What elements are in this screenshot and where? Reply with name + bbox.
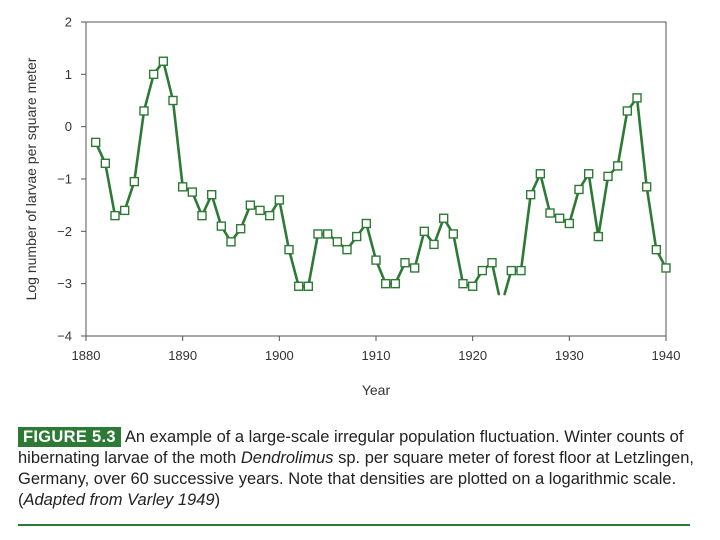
x-axis-title: Year: [362, 382, 391, 398]
data-point: [583, 169, 594, 179]
data-point: [284, 244, 294, 255]
data-point: [419, 226, 430, 237]
data-point: [632, 93, 642, 103]
data-point: [351, 231, 362, 242]
data-point: [525, 189, 536, 200]
data-point: [168, 95, 178, 106]
data-point: [564, 218, 575, 229]
data-point: [487, 258, 497, 268]
data-point: [129, 176, 140, 187]
data-point: [467, 281, 478, 291]
series-line: [94, 59, 501, 296]
data-point: [264, 210, 275, 221]
y-tick-label: −4: [57, 329, 72, 344]
data-point: [574, 184, 584, 195]
data-point: [429, 239, 439, 250]
data-point: [380, 278, 391, 289]
data-point: [545, 208, 555, 218]
data-point: [342, 244, 352, 255]
chart-markers: [90, 56, 671, 291]
y-tick-label: −1: [57, 172, 72, 187]
x-tick-label: 1880: [72, 348, 101, 363]
data-point: [245, 200, 256, 210]
chart-axes: [81, 21, 667, 341]
data-point: [148, 69, 159, 80]
data-point: [293, 281, 304, 291]
plot-frame: [85, 21, 667, 337]
data-point: [226, 237, 236, 247]
x-tick-label: 1890: [168, 348, 197, 363]
figure-label: FIGURE 5.3: [18, 427, 121, 447]
caption-text-1: An example of a large-scale irregular po…: [18, 428, 684, 467]
chart: 1880 1890 1900 1910 1920 1930 1940 2 1 0 −1 −2 −3 −4 Y…: [23, 15, 680, 399]
chart-labels: 1880 1890 1900 1910 1920 1930 1940 2 1 0 −1 −2 −3 −4 Y…: [23, 15, 680, 399]
x-tick-label: 1900: [265, 348, 294, 363]
y-tick-label: 1: [65, 67, 72, 82]
data-point: [458, 278, 468, 289]
data-point: [641, 182, 652, 192]
caption-text-2: sp. per square meter of forest floor at …: [18, 449, 694, 509]
data-point: [612, 161, 623, 171]
x-tick-label: 1930: [555, 348, 584, 363]
data-point: [448, 229, 459, 239]
data-point: [139, 106, 149, 116]
data-point: [603, 171, 613, 182]
data-point: [322, 229, 333, 239]
data-point: [390, 278, 401, 289]
x-tick-label: 1910: [362, 348, 391, 363]
data-point: [554, 213, 565, 223]
data-point: [313, 229, 323, 239]
data-point: [235, 224, 246, 234]
data-point: [400, 258, 410, 268]
data-point: [332, 237, 343, 247]
y-tick-label: 2: [65, 15, 72, 30]
data-point: [216, 221, 227, 231]
data-point: [409, 263, 420, 273]
caption-genus: Dendrolimus: [240, 449, 334, 467]
y-tick-label: 0: [65, 119, 72, 134]
data-point: [158, 56, 169, 66]
data-point: [274, 195, 285, 205]
data-point: [535, 169, 546, 179]
data-point: [255, 205, 265, 216]
data-point: [506, 265, 517, 276]
caption-source: Adapted from Varley 1949: [23, 491, 215, 509]
y-tick-label: −3: [57, 276, 72, 291]
data-point: [90, 137, 101, 148]
chart-series: [94, 59, 668, 296]
data-point: [303, 281, 314, 291]
data-point: [593, 231, 604, 242]
data-point: [206, 189, 217, 200]
caption-text-3: ): [214, 491, 221, 509]
data-point: [651, 244, 662, 255]
y-axis-title: Log number of larvae per square meter: [23, 57, 39, 300]
data-point: [516, 265, 526, 276]
data-point: [177, 182, 188, 192]
x-tick-label: 1920: [458, 348, 487, 363]
data-point: [438, 213, 449, 223]
figure-caption: FIGURE 5.3 An example of a large-scale ir…: [18, 427, 698, 511]
data-point: [622, 106, 633, 116]
data-point: [187, 187, 198, 197]
caption-divider: [18, 524, 690, 526]
data-point: [661, 263, 671, 273]
data-point: [119, 205, 130, 216]
data-point: [100, 158, 111, 169]
y-tick-label: −2: [57, 224, 72, 239]
data-point: [477, 265, 488, 276]
series-line: [503, 96, 668, 296]
data-point: [197, 210, 207, 221]
x-tick-label: 1940: [652, 348, 681, 363]
data-point: [361, 218, 372, 229]
data-point: [110, 210, 120, 221]
data-point: [371, 255, 381, 265]
